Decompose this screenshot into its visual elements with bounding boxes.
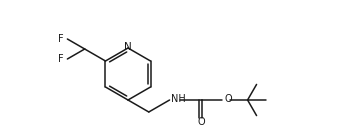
- Text: N: N: [124, 43, 132, 53]
- Text: O: O: [224, 94, 232, 104]
- Text: O: O: [198, 117, 205, 127]
- Text: NH: NH: [170, 94, 185, 104]
- Text: F: F: [58, 34, 63, 44]
- Text: F: F: [58, 54, 63, 64]
